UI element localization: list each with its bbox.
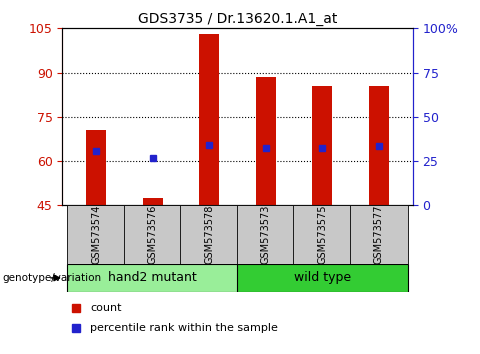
Text: hand2 mutant: hand2 mutant [108, 272, 197, 284]
Bar [67, 264, 239, 292]
Bar [237, 205, 295, 264]
Bar [293, 205, 351, 264]
Text: wild type: wild type [294, 272, 351, 284]
Bar [124, 205, 182, 264]
Text: GSM573577: GSM573577 [374, 205, 384, 264]
Text: genotype/variation: genotype/variation [2, 273, 102, 283]
Bar [350, 205, 408, 264]
Bar [369, 86, 389, 205]
Bar [256, 77, 276, 205]
Bar [143, 198, 163, 205]
Bar [237, 264, 408, 292]
Bar [312, 86, 332, 205]
Text: count: count [90, 303, 122, 313]
Bar [67, 205, 125, 264]
Text: GSM573575: GSM573575 [317, 205, 327, 264]
Text: GSM573578: GSM573578 [204, 205, 215, 264]
Bar [180, 205, 239, 264]
Text: GSM573576: GSM573576 [148, 205, 158, 264]
Text: GSM573574: GSM573574 [91, 205, 101, 264]
Bar [200, 34, 219, 205]
Bar [86, 130, 106, 205]
Title: GDS3735 / Dr.13620.1.A1_at: GDS3735 / Dr.13620.1.A1_at [138, 12, 337, 26]
Text: percentile rank within the sample: percentile rank within the sample [90, 323, 278, 333]
Text: GSM573573: GSM573573 [261, 205, 271, 264]
